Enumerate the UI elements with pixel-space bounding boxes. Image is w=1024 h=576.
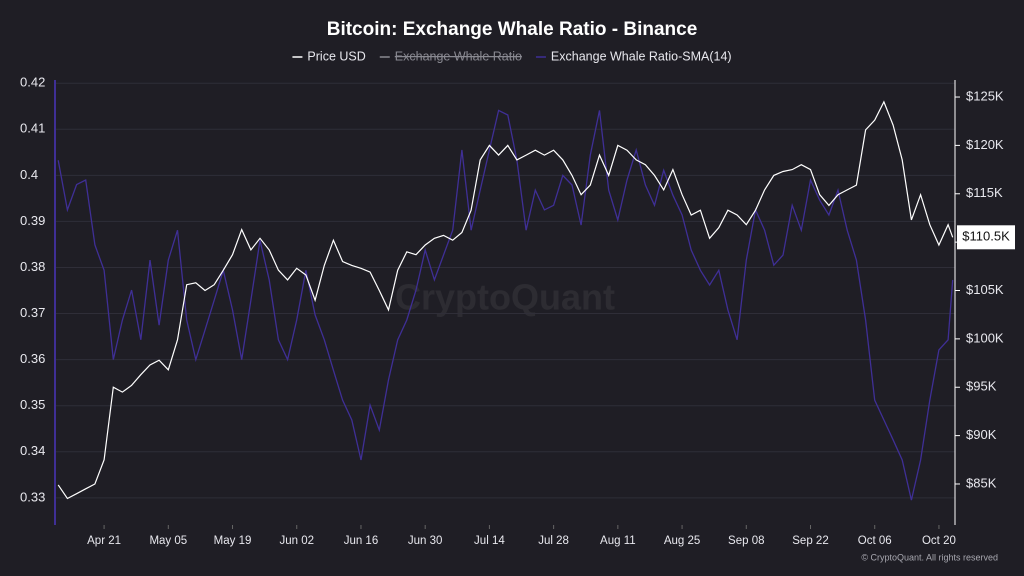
x-tick-label: Sep 08: [728, 535, 764, 547]
y2-tick-label: $95K: [966, 379, 997, 394]
footer: © CryptoQuant. All rights reserved: [861, 552, 998, 562]
y-tick-label: 0.34: [20, 443, 45, 458]
x-tick-label: Sep 22: [792, 535, 828, 547]
x-tick-label: Jul 14: [474, 535, 505, 547]
y2-tick-label: $105K: [966, 282, 1004, 297]
y2-tick-label: $125K: [966, 88, 1004, 103]
series-line: [57, 100, 954, 500]
y-tick-label: 0.37: [20, 305, 45, 320]
y2-tick-label: $85K: [966, 475, 997, 490]
series-line: [57, 109, 954, 501]
x-tick-label: Jun 16: [344, 535, 379, 547]
x-tick-label: Jun 02: [279, 535, 314, 547]
y2-tick-label: $90K: [966, 427, 997, 442]
y2-tick-label: $100K: [966, 330, 1004, 345]
y-tick-label: 0.41: [20, 121, 45, 136]
y-tick-label: 0.36: [20, 351, 45, 366]
y-tick-label: 0.38: [20, 259, 45, 274]
x-tick-label: Jun 30: [408, 535, 443, 547]
watermark: CryptoQuant: [395, 277, 615, 318]
x-tick-label: Aug 25: [664, 535, 700, 547]
chart-title: Bitcoin: Exchange Whale Ratio - Binance: [327, 19, 698, 40]
y2-tick-label: $120K: [966, 137, 1004, 152]
y2-tick-label: $115K: [966, 185, 1003, 200]
legend-label: Exchange Whale Ratio-SMA(14): [551, 49, 732, 63]
legend-label: Exchange Whale Ratio: [395, 49, 522, 63]
legend: Price USD Exchange Whale Ratio Exchange Wh…: [292, 49, 732, 63]
y-tick-label: 0.4: [20, 167, 38, 182]
x-tick-label: Apr 21: [87, 535, 121, 547]
x-tick-label: Jul 28: [538, 535, 569, 547]
x-tick-label: Oct 20: [922, 535, 956, 547]
price-tag: [957, 225, 1015, 250]
x-tick-label: May 19: [214, 535, 252, 547]
y-tick-label: 0.39: [20, 213, 45, 228]
x-tick-label: Oct 06: [858, 535, 892, 547]
price-tag-label: $110.5K: [962, 229, 1010, 244]
y-tick-label: 0.42: [20, 75, 45, 90]
legend-label: Price USD: [307, 49, 365, 63]
x-tick-label: May 05: [149, 535, 187, 547]
x-tick-label: Aug 11: [600, 535, 636, 547]
y-tick-label: 0.35: [20, 397, 45, 412]
y-tick-label: 0.33: [20, 489, 45, 504]
